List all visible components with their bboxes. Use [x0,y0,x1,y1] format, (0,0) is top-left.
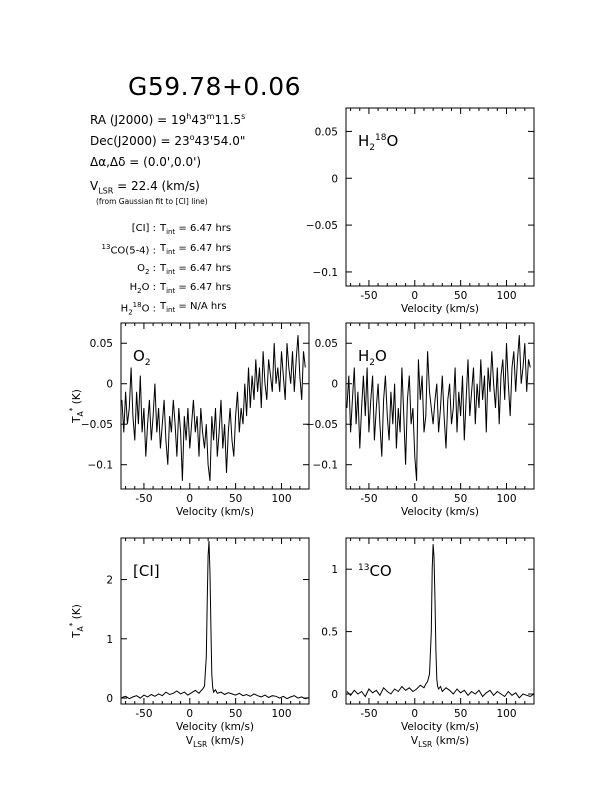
y-tick-label: 1 [331,564,338,576]
x-tick-label: 0 [186,493,193,505]
page-title: G59.78+0.06 [128,72,302,101]
x-axis-label: Velocity (km/s) [401,303,479,315]
x-axis-label: Velocity (km/s) [401,506,479,518]
x-tick-label: 50 [454,290,467,302]
x-tick-label: 0 [186,708,193,720]
y-tick-label: −0.05 [306,419,338,431]
y-tick-label: 0 [331,173,338,185]
x-tick-label: 0 [411,708,418,720]
y-tick-label: 0.5 [321,627,338,639]
x-tick-label: -50 [360,290,377,302]
y-tick-label: −0.05 [306,220,338,232]
y-tick-label: 0 [106,379,113,391]
integration-line-label: H218O : [120,301,156,317]
x-tick-label: -50 [360,708,377,720]
x-tick-label: 50 [229,708,242,720]
dec-rest: 43'54.0" [194,134,246,148]
y-tick-label: 0 [331,689,338,701]
y-tick-label: 1 [106,634,113,646]
x-tick-label: 100 [271,493,291,505]
spectrum-line [346,335,531,481]
vlsr-note: (from Gaussian fit to [CI] line) [96,197,208,206]
y-tick-label: −0.1 [313,267,339,279]
y-tick-label: 0.05 [90,338,113,350]
plot-frame [120,322,310,490]
panel-label: H218O [358,132,398,153]
y-tick-label: −0.1 [88,460,114,472]
x-tick-label: -50 [135,708,152,720]
spectrum-line [346,544,535,699]
x-axis-label: Velocity (km/s) [401,721,479,733]
dec-coordinate: Dec(J2000) = 23o43'54.0" [90,133,246,148]
panel-label: H2O [358,347,387,368]
integration-line-label: [CI] : [131,223,156,234]
integration-time: Tint = 6.47 hrs [160,282,232,295]
y-tick-label: −0.1 [313,460,339,472]
integration-line-label: H2O : [129,282,156,295]
x-tick-label: 100 [496,493,516,505]
integration-time: Tint = 6.47 hrs [160,243,232,256]
vlsr-sub: LSR [98,186,114,196]
panel-label: [CI] [133,562,160,580]
x-tick-label: 100 [496,290,516,302]
x-tick-label: 50 [229,493,242,505]
x-tick-label: 100 [496,708,516,720]
x-tick-label: 50 [454,493,467,505]
x-tick-label: -50 [360,493,377,505]
panel-label: O2 [133,347,151,368]
x-axis-label: Velocity (km/s) [176,721,254,733]
x-tick-label: 0 [411,290,418,302]
spectrum-line [121,540,310,700]
y-tick-label: 0.05 [315,126,338,138]
x-axis-label-vlsr: VLSR (km/s) [411,735,469,749]
dec-degrees: 23 [174,134,190,148]
x-tick-label: -50 [135,493,152,505]
integration-line-label: O2 : [137,263,156,276]
y-tick-label: 0 [331,379,338,391]
integration-time: Tint = 6.47 hrs [160,223,232,236]
x-axis-label: Velocity (km/s) [176,506,254,518]
ra-hours: 19 [171,113,187,127]
y-tick-label: −0.05 [81,419,113,431]
plot-frame [345,107,535,287]
y-tick-label: 2 [106,575,113,587]
y-tick-label: 0 [106,693,113,705]
y-axis-label: TA* (K) [68,389,85,424]
ra-coordinate: RA (J2000) = 19h43m11.5s [90,112,246,127]
dec-label: Dec(J2000) = [90,134,175,148]
x-tick-label: 0 [411,493,418,505]
plot-frame [345,537,535,705]
y-axis-label: TA* (K) [68,604,85,639]
ra-minutes: 43 [191,113,207,127]
plot-frame [345,322,535,490]
spectrum-line [121,335,306,481]
integration-time: Tint = N/A hrs [160,301,227,314]
integration-time: Tint = 6.47 hrs [160,263,232,276]
ra-seconds: 11.5 [214,113,242,127]
panel-label: 13CO [358,562,392,580]
x-tick-label: 100 [271,708,291,720]
plot-frame [120,537,310,705]
integration-line-label: 13CO(5-4) : [101,243,156,257]
offset-text: Δα,Δδ = (0.0',0.0') [90,155,202,169]
vlsr-text: VLSR = 22.4 (km/s) [90,179,200,196]
x-tick-label: 50 [454,708,467,720]
vlsr-value: = 22.4 (km/s) [113,179,200,193]
y-tick-label: 0.05 [315,338,338,350]
ra-label: RA (J2000) = [90,113,171,127]
x-axis-label-vlsr: VLSR (km/s) [186,735,244,749]
